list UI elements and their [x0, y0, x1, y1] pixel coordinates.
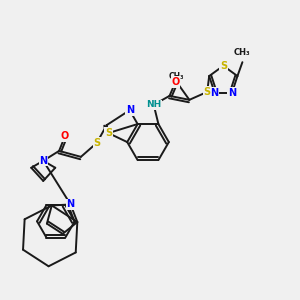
Text: N: N: [228, 88, 236, 98]
Text: O: O: [171, 77, 180, 87]
Text: N: N: [126, 105, 134, 115]
Text: O: O: [61, 131, 69, 141]
Text: S: S: [220, 61, 227, 71]
Text: S: S: [204, 87, 211, 97]
Text: NH: NH: [146, 100, 161, 109]
Text: CH₃: CH₃: [169, 72, 184, 81]
Text: N: N: [67, 200, 75, 209]
Text: S: S: [105, 128, 112, 138]
Text: N: N: [211, 88, 219, 98]
Text: N: N: [39, 156, 47, 166]
Text: CH₃: CH₃: [234, 48, 251, 57]
Text: S: S: [93, 138, 100, 148]
